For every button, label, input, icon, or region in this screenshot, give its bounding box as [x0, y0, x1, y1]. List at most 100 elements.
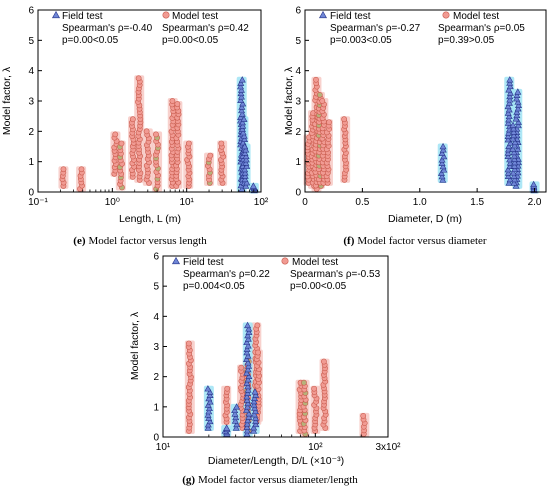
field-test-point: [243, 179, 251, 186]
field-test-point: [505, 129, 513, 136]
field-test-point: [244, 331, 252, 339]
x-tick-label: 10¹: [156, 442, 171, 453]
field-test-point: [243, 355, 251, 363]
model-p-text: p=0.00<0.05: [290, 281, 347, 292]
panel-caption: (f) Model factor versus diameter: [343, 235, 487, 247]
field-test-point: [232, 424, 240, 431]
field-test-point: [241, 142, 249, 150]
field-test-point: [514, 121, 522, 129]
y-tick-label: 4: [295, 66, 301, 77]
field-test-point: [231, 410, 239, 417]
x-axis-label: Diameter/Length, D/L (×10⁻³): [208, 455, 344, 467]
field-test-point: [506, 89, 514, 96]
field-test-point: [237, 89, 245, 97]
field-test-point: [243, 348, 251, 356]
y-tick-label: 6: [295, 6, 301, 17]
field-test-point: [506, 162, 514, 169]
caption-letter: (f): [343, 235, 354, 247]
field-test-point: [243, 396, 251, 403]
model-test-point: [321, 358, 327, 365]
field-spearman-text: Spearman's ρ=0.22: [183, 269, 270, 280]
field-test-point: [514, 118, 522, 125]
field-test-point: [206, 398, 214, 405]
field-test-point: [505, 112, 513, 120]
y-tick-label: 3: [295, 97, 301, 108]
y-tick-label: 2: [28, 127, 34, 138]
field-test-point: [252, 420, 260, 428]
field-test-point: [504, 152, 512, 159]
field-test-point: [510, 155, 518, 162]
field-test-point: [504, 136, 512, 143]
field-test-point: [504, 102, 512, 110]
y-tick-label: 2: [153, 372, 159, 383]
model-test-point: [174, 101, 181, 107]
y-tick-label: 4: [153, 312, 159, 323]
model-test-point: [301, 379, 307, 386]
field-test-point: [243, 338, 251, 346]
field-test-point: [251, 394, 259, 401]
field-test-point: [514, 145, 522, 152]
panel-e: 0 1 2 3 4 5 6 10⁻¹ 10⁰ 10¹ 10² Field test Model te…: [1, 6, 269, 248]
x-tick-label: 10⁰: [105, 197, 120, 208]
field-test-point: [506, 76, 514, 83]
field-test-point: [251, 404, 259, 411]
model-test-point: [316, 92, 323, 98]
field-test-point: [514, 98, 522, 105]
y-tick-label: 0: [153, 433, 159, 444]
field-test-point: [238, 118, 247, 126]
field-test-point: [240, 115, 248, 122]
model-test-point: [135, 75, 142, 82]
model-test-point: [78, 166, 85, 173]
field-test-point: [244, 321, 252, 329]
field-test-point: [232, 413, 240, 421]
field-test-point: [252, 414, 260, 421]
field-test-point: [513, 108, 521, 115]
field-test-point: [250, 401, 258, 408]
field-test-point: [439, 162, 447, 170]
field-test-point: [238, 103, 246, 110]
field-test-point: [440, 152, 448, 160]
field-test-point: [515, 101, 523, 109]
x-tick-label: 10⁻¹: [28, 197, 48, 208]
field-test-point: [513, 91, 521, 98]
field-test-point: [440, 166, 448, 173]
field-test-point: [205, 394, 213, 402]
field-test-point: [511, 138, 519, 145]
field-test-point: [243, 345, 251, 352]
y-tick-label: 3: [28, 97, 34, 108]
x-tick-label: 10²: [308, 442, 323, 453]
field-test-point: [241, 149, 249, 156]
field-test-point: [237, 79, 245, 86]
field-test-point: [250, 427, 258, 434]
field-test-point: [205, 414, 213, 421]
legend-field-label: Field test: [183, 257, 224, 268]
field-test-point: [244, 342, 252, 349]
panel-caption: (e) Model factor versus length: [73, 235, 207, 247]
model-p-text: p=0.00<0.05: [162, 35, 219, 46]
field-test-point: [223, 424, 231, 431]
field-test-point: [510, 131, 518, 139]
field-test-point: [245, 328, 253, 335]
y-tick-label: 1: [295, 157, 301, 168]
y-tick-label: 5: [28, 36, 34, 47]
field-test-point: [237, 113, 245, 121]
field-test-point: [244, 352, 252, 359]
legend-field-marker: [171, 256, 181, 265]
field-test-point: [204, 411, 212, 418]
field-test-point: [244, 382, 252, 390]
model-test-point: [129, 116, 136, 123]
field-spearman-text: Spearman's ρ=-0.40: [62, 23, 153, 34]
x-tick-label: 2.0: [528, 197, 542, 208]
field-test-point: [231, 417, 239, 424]
field-test-point: [509, 145, 517, 152]
field-test-point: [513, 111, 521, 119]
field-test-point: [511, 175, 519, 183]
field-test-point: [244, 403, 252, 410]
panel-caption: (g) Model factor versus diameter/length: [182, 474, 358, 486]
model-test-point: [254, 322, 261, 329]
field-test-point: [233, 403, 241, 410]
field-test-point: [510, 152, 518, 159]
field-test-point: [245, 362, 253, 369]
panel-f: 0 1 2 3 4 5 6 0 0.5 1.0 1.5 2.0 Field test Model te…: [283, 6, 547, 247]
